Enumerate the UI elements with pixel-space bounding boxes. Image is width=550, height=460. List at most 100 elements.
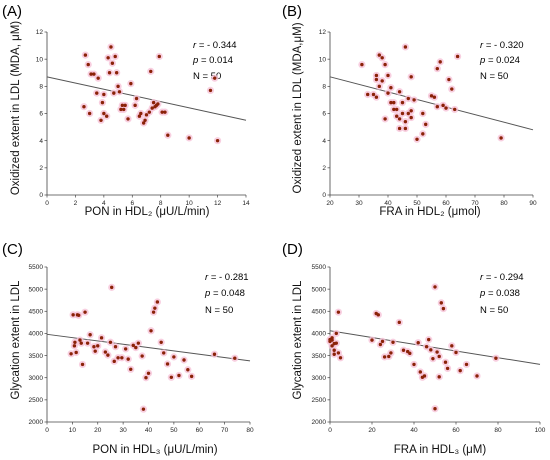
panel-d-data-point xyxy=(412,362,416,367)
panel-a-stats: r = - 0.344 p = 0.014 N = 50 xyxy=(192,40,237,82)
panel-d-data-point xyxy=(389,351,393,355)
panel-b-data-point xyxy=(406,96,410,101)
panel-c-y-tick-label: 4000 xyxy=(29,331,44,338)
panel-d-n-stat: N = 50 xyxy=(480,305,508,316)
panel-a-p-value: = 0.014 xyxy=(201,55,233,66)
panel-a-p-stat: p = 0.014 xyxy=(192,55,233,66)
panel-d-data-point xyxy=(439,301,443,305)
panel-c-data-point xyxy=(146,371,151,375)
panel-b-data-point xyxy=(400,100,405,105)
panel-c-data-point xyxy=(172,355,176,359)
panel-b-x-tick-label: 70 xyxy=(471,200,479,207)
panel-b-data-point xyxy=(444,106,448,110)
panel-d-x-tick-label: 0 xyxy=(328,427,332,434)
panel-d-p-stat: p = 0.038 xyxy=(479,288,520,299)
panel-d-y-tick-label: 3500 xyxy=(312,353,327,360)
panel-d-data-point xyxy=(464,362,469,367)
panel-d-data-point xyxy=(418,370,422,374)
panel-c-data-point xyxy=(129,367,133,371)
panel-c-data-point xyxy=(159,340,163,344)
panel-b-data-point xyxy=(435,66,439,71)
panel-c-label: (C) xyxy=(2,241,23,258)
panel-c-data-point xyxy=(110,285,114,290)
panel-d-data-point xyxy=(443,360,448,364)
panel-b-y-tick-label: 10 xyxy=(319,56,327,63)
panel-a-label: (A) xyxy=(2,3,22,20)
panel-c-data-point xyxy=(141,407,146,411)
panel-a-y-tick-label: 10 xyxy=(36,56,44,63)
panel-c-x-tick-label: 60 xyxy=(196,427,204,434)
panel-c-stats: r = - 0.281 p = 0.048 N = 50 xyxy=(204,272,249,316)
panel-c-x-tick-label: 0 xyxy=(45,427,49,434)
panel-d-y-tick-label: 4000 xyxy=(312,331,327,338)
panel-b-data-point xyxy=(403,126,408,131)
panel-b-data-point xyxy=(450,87,454,91)
panel-b-data-point xyxy=(455,54,460,59)
panel-b-y-tick-label: 2 xyxy=(322,165,326,172)
panel-b-data-point xyxy=(415,137,419,142)
panel-a-y-tick-label: 12 xyxy=(36,29,44,36)
panel-b-data-point xyxy=(409,115,413,120)
panel-c-p-symbol: p xyxy=(204,288,210,299)
panel-c-data-point xyxy=(88,333,92,337)
panel-a-r-stat: r = - 0.344 xyxy=(193,40,237,51)
panel-c-data-point xyxy=(96,344,100,348)
panel-a-data-point xyxy=(166,133,170,137)
panel-b-p-value: = 0.024 xyxy=(488,55,520,66)
panel-a-x-tick-label: 8 xyxy=(159,200,163,207)
panel-c-data-point xyxy=(233,356,237,360)
panel-b-y-tick-label: 4 xyxy=(322,138,326,145)
panel-d-label: (D) xyxy=(282,241,303,258)
panel-c-data-point xyxy=(103,350,108,354)
panel-a-data-point xyxy=(134,96,139,101)
panel-c-data-point xyxy=(140,354,144,358)
panel-d-x-tick-label: 100 xyxy=(535,427,546,434)
panel-d-y-tick-label: 5000 xyxy=(312,286,327,293)
panel-a-data-point xyxy=(99,118,103,122)
panel-c-y-tick-label: 2000 xyxy=(29,419,44,426)
panel-c-data-point xyxy=(78,338,82,342)
panel-c-data-point xyxy=(149,329,153,333)
panel-a-data-point xyxy=(117,90,122,94)
panel-a-data-point xyxy=(107,71,112,75)
panel-d-data-point xyxy=(336,351,341,355)
panel-d-data-point xyxy=(332,341,336,346)
panel-b-data-point xyxy=(397,126,402,131)
panel-b-x-tick-label: 30 xyxy=(355,200,363,207)
panel-d-r-symbol: r xyxy=(480,272,484,283)
panel-b-data-point xyxy=(409,109,413,113)
panel-a-data-point xyxy=(122,107,126,112)
panel-b-y-tick-label: 12 xyxy=(319,29,327,36)
panel-a-data-point xyxy=(105,114,109,118)
panel-b-data-point xyxy=(424,122,428,127)
panel-b-data-point xyxy=(435,105,439,109)
panel-b-y-axis-title: Oxidized extent in LDL (MDA,μM) xyxy=(292,22,304,193)
panel-c-r-stat: r = - 0.281 xyxy=(205,272,249,283)
panel-b-y-tick-label: 6 xyxy=(322,111,326,118)
panel-c-data-point xyxy=(112,359,116,364)
panel-c-y-tick-label: 2500 xyxy=(29,397,44,404)
panel-d-p-symbol: p xyxy=(479,288,485,299)
panel-c-data-point xyxy=(136,341,141,345)
panel-c-x-tick-label: 30 xyxy=(120,427,128,434)
panel-b-data-point xyxy=(374,77,379,82)
panel-b-data-point xyxy=(389,85,393,90)
panel-a-data-point xyxy=(109,45,113,49)
panel-b-r-symbol: r xyxy=(480,40,484,51)
panel-b-n-stat: N = 50 xyxy=(480,71,508,82)
panel-a-x-tick-label: 0 xyxy=(45,200,49,207)
panel-c-data-point xyxy=(108,340,113,344)
panel-c-data-point xyxy=(83,310,87,314)
panel-a-data-point xyxy=(114,71,119,75)
panel-a-x-tick-label: 4 xyxy=(102,200,106,207)
panel-d-data-point xyxy=(334,331,338,336)
panel-b-data-point xyxy=(429,94,434,98)
panel-c-x-tick-label: 20 xyxy=(94,427,102,434)
panel-b-data-point xyxy=(392,107,396,112)
panel-b-data-point xyxy=(371,92,376,97)
panel-a-data-point xyxy=(213,76,217,80)
panel-c-data-point xyxy=(123,347,128,351)
panel-d-r-stat: r = - 0.294 xyxy=(480,272,524,283)
panel-b-data-point xyxy=(412,98,416,102)
panel-c-data-point xyxy=(80,362,85,367)
